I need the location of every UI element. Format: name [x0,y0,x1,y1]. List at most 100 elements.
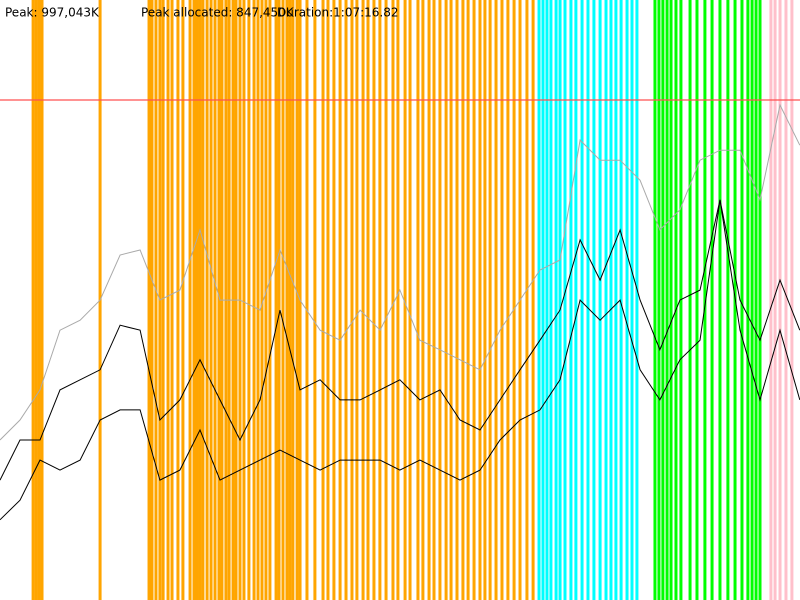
event-band [604,0,608,600]
event-band [574,0,578,600]
event-band [195,0,199,600]
event-band [563,0,567,600]
event-band [554,0,558,600]
event-band [305,0,309,600]
series-line [0,199,800,481]
event-band [176,0,180,600]
event-band [703,0,707,600]
event-band [161,0,165,600]
event-band [361,0,365,600]
event-band [256,0,260,600]
event-band [790,0,794,600]
event-band [384,0,388,600]
event-band [466,0,470,600]
event-band [242,0,246,600]
event-band [332,0,336,600]
event-band [37,0,41,600]
series-line [0,103,800,441]
event-band [217,0,221,600]
event-band [260,0,264,600]
event-band [665,0,669,600]
event-band [592,0,596,600]
event-band [264,0,268,600]
event-band [695,0,699,600]
event-band [784,0,788,600]
event-band [754,0,758,600]
event-band [427,0,431,600]
event-band [635,0,639,600]
event-band [408,0,412,600]
event-band [545,0,549,600]
event-band [653,0,657,600]
event-band [718,0,722,600]
event-band [285,0,289,600]
event-band [506,0,510,600]
event-band [268,0,272,600]
event-band [494,0,498,600]
event-band [288,0,292,600]
header-text: Duration:1:07:16.82 [277,6,399,20]
event-band [558,0,562,600]
event-band [198,0,202,600]
event-band [449,0,453,600]
event-band [416,0,420,600]
event-band [421,0,425,600]
event-band [778,0,782,600]
event-band [657,0,661,600]
event-band [372,0,376,600]
event-band [147,0,151,600]
event-band [525,0,529,600]
event-band [461,0,465,600]
event-band [750,0,754,600]
event-band [661,0,665,600]
event-band [350,0,354,600]
event-band [313,0,317,600]
event-band [710,0,714,600]
event-band [34,0,38,600]
event-band [438,0,442,600]
event-band [192,0,196,600]
event-band [366,0,370,600]
event-band [688,0,692,600]
event-band [432,0,436,600]
event-band [166,0,170,600]
event-band [598,0,602,600]
event-band [252,0,256,600]
event-band [378,0,382,600]
event-band [355,0,359,600]
event-band [769,0,773,600]
event-band [31,0,35,600]
event-band [291,0,295,600]
event-band [205,0,209,600]
event-band [201,0,205,600]
event-band [326,0,330,600]
event-band [344,0,348,600]
event-band [512,0,516,600]
event-band [247,0,251,600]
event-band [773,0,777,600]
event-band [537,0,541,600]
event-band [531,0,535,600]
series-line [0,199,800,521]
event-band [181,0,185,600]
event-band [580,0,584,600]
event-band [154,0,158,600]
event-band [586,0,590,600]
event-band [391,0,395,600]
event-band [488,0,492,600]
event-band [630,0,634,600]
event-band [40,0,44,600]
event-band [150,0,154,600]
event-band [295,0,299,600]
event-band [396,0,400,600]
event-band [213,0,217,600]
event-band [281,0,285,600]
event-band [472,0,476,600]
event-band [444,0,448,600]
event-band [188,0,192,600]
event-band [338,0,342,600]
event-band [669,0,673,600]
event-band [674,0,678,600]
